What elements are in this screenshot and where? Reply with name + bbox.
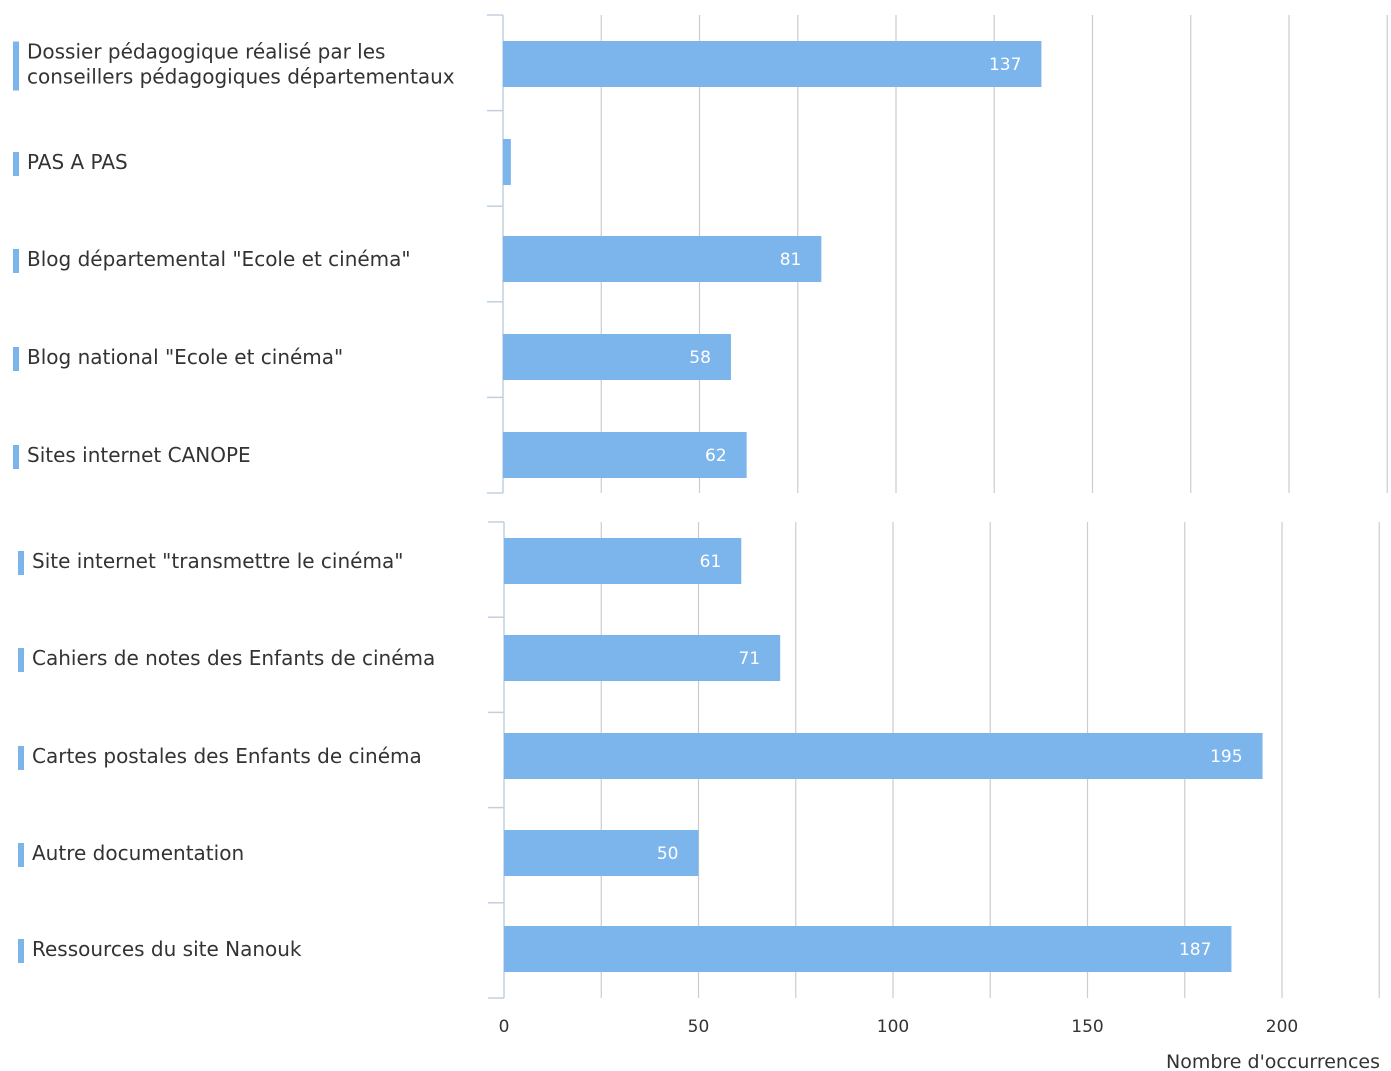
data-label: 61 <box>700 552 722 572</box>
bar <box>504 733 1263 779</box>
category-label: Site internet "transmettre le cinéma" <box>32 549 403 573</box>
category-marker <box>18 551 24 575</box>
category-label: Cahiers de notes des Enfants de cinéma <box>32 646 435 670</box>
x-tick-label: 0 <box>499 1017 510 1037</box>
data-label: 137 <box>989 55 1021 75</box>
bar <box>503 41 1042 87</box>
chart-panel-top: 137 Dossier pédagogique réalisé par les co… <box>13 14 1388 494</box>
category-label: Sites internet CANOPE <box>27 443 251 467</box>
x-axis: 0 50 100 150 200 <box>499 1017 1299 1037</box>
data-label: 195 <box>1210 747 1242 767</box>
category-marker <box>13 249 19 273</box>
x-tick-label: 50 <box>688 1017 710 1037</box>
bar <box>504 538 742 584</box>
x-tick-label: 100 <box>877 1017 909 1037</box>
bar <box>503 334 731 380</box>
bar <box>503 139 511 185</box>
x-tick-label: 150 <box>1071 1017 1103 1037</box>
chart-panel-bottom: 61 Site internet "transmettre le cinéma" 7… <box>18 521 1380 999</box>
category-marker <box>13 445 19 469</box>
category-label: PAS A PAS <box>27 150 128 174</box>
data-label: 62 <box>705 446 727 466</box>
category-marker <box>18 648 24 672</box>
category-marker <box>13 347 19 371</box>
category-marker <box>13 41 19 91</box>
bar <box>504 926 1232 972</box>
x-tick-label: 200 <box>1266 1017 1298 1037</box>
category-marker <box>18 843 24 867</box>
data-label: 58 <box>689 348 711 368</box>
data-label: 187 <box>1179 940 1211 960</box>
bar <box>503 432 747 478</box>
category-label: Blog national "Ecole et cinéma" <box>27 345 343 369</box>
bar <box>503 236 822 282</box>
category-label: Ressources du site Nanouk <box>32 937 302 961</box>
category-marker <box>18 939 24 963</box>
category-label: Cartes postales des Enfants de cinéma <box>32 744 422 768</box>
x-axis-title: Nombre d'occurrences <box>1166 1051 1380 1071</box>
category-marker <box>18 746 24 770</box>
data-label: 50 <box>657 844 679 864</box>
category-label: Blog départemental "Ecole et cinéma" <box>27 247 411 271</box>
bar <box>504 830 699 876</box>
category-label: Dossier pédagogique réalisé par les conse… <box>27 40 455 89</box>
category-marker <box>13 152 19 176</box>
data-label: 2 <box>480 153 491 173</box>
category-label: Autre documentation <box>32 841 244 865</box>
data-label: 81 <box>780 250 802 270</box>
data-label: 71 <box>739 649 761 669</box>
bar <box>504 635 781 681</box>
